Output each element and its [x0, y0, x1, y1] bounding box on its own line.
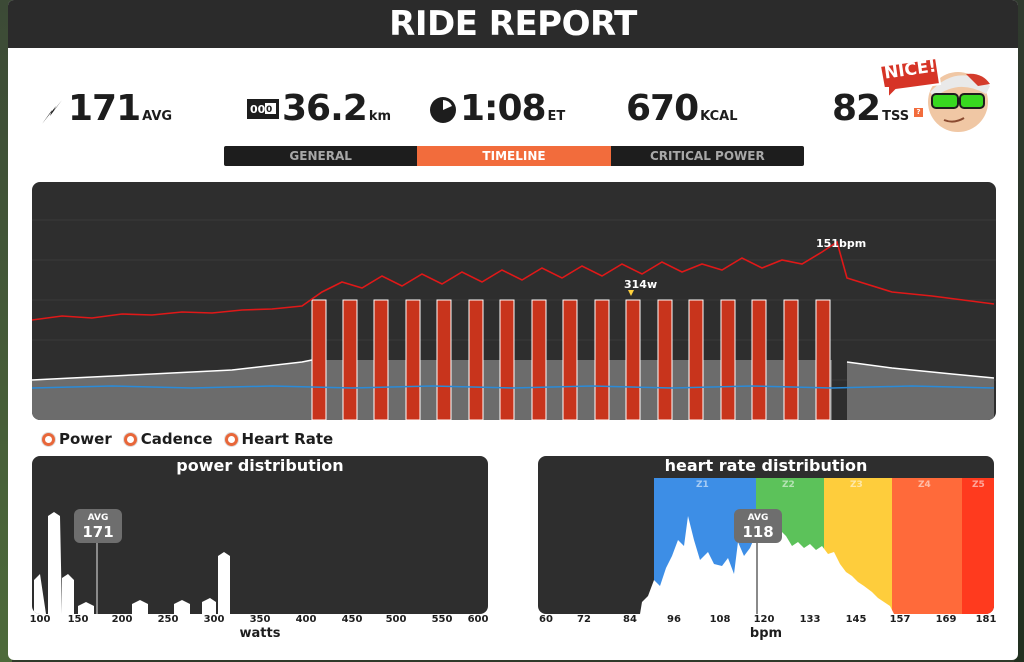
toggle-dot-icon [42, 432, 55, 446]
timeline-legend: Power Cadence Heart Rate [42, 430, 333, 448]
tss-info-icon[interactable]: ? [914, 108, 923, 117]
toggle-dot-icon [123, 432, 137, 446]
tick-label: 150 [67, 614, 89, 625]
svg-text:00: 00 [250, 103, 266, 116]
tick-label: 157 [889, 614, 911, 625]
tab-label: GENERAL [289, 149, 352, 163]
stat-unit: AVG [142, 109, 173, 124]
stat-value: 171 [68, 88, 141, 129]
tick-label: 120 [753, 614, 775, 625]
tick-label: 600 [467, 614, 489, 625]
tick-label: 133 [799, 614, 821, 625]
stat-elapsed-time: 1:08 ET [460, 88, 565, 129]
zone-label: Z1 [696, 480, 709, 490]
background-right [1014, 0, 1024, 662]
tick-label: 96 [667, 614, 681, 625]
timeline-chart[interactable]: 314w 151bpm [32, 182, 996, 420]
tab-general[interactable]: GENERAL [224, 146, 417, 166]
tick-label: 145 [845, 614, 867, 625]
zone-label: Z4 [918, 480, 931, 490]
avg-label: AVG [747, 513, 769, 523]
zone-z5 [962, 478, 994, 614]
tick-label: 200 [111, 614, 133, 625]
tick-label: 181 [975, 614, 997, 625]
tick-label: 350 [249, 614, 271, 625]
stat-value: 670 [626, 88, 699, 129]
zone-label: Z5 [972, 480, 985, 490]
power-bolt-icon [42, 100, 62, 124]
avg-label: AVG [87, 513, 109, 523]
stat-tss: 82 TSS [832, 88, 909, 129]
zone-label: Z2 [782, 480, 795, 490]
tick-label: 450 [341, 614, 363, 625]
tick-label: 108 [709, 614, 731, 625]
peak-heart-rate-label: 151bpm [816, 237, 867, 250]
page-title: RIDE REPORT [389, 4, 637, 44]
hr-avg-line [756, 530, 758, 614]
hr-avg-badge: AVG 118 [734, 509, 782, 543]
legend-label: Power [59, 430, 112, 448]
rider-avatar [878, 56, 990, 132]
power-base-area [32, 360, 312, 420]
legend-label: Heart Rate [241, 430, 334, 448]
legend-heart-rate[interactable]: Heart Rate [224, 430, 334, 448]
tab-label: CRITICAL POWER [649, 149, 765, 163]
tick-label: 84 [623, 614, 637, 625]
title-bar: RIDE REPORT [8, 0, 1018, 48]
stat-unit: km [368, 109, 392, 124]
stat-unit: TSS [882, 109, 910, 124]
chart-title: heart rate distribution [664, 456, 868, 475]
legend-cadence[interactable]: Cadence [123, 430, 213, 448]
tick-label: 300 [203, 614, 225, 625]
tick-label: 60 [539, 614, 553, 625]
toggle-dot-icon [224, 432, 238, 446]
stat-value: 36.2 [282, 88, 368, 129]
svg-text:0: 0 [266, 105, 272, 115]
zone-z4 [892, 478, 962, 614]
stat-distance: 36.2 km [282, 88, 391, 129]
power-avg-line [96, 530, 98, 614]
hr-x-axis-label: bpm [749, 626, 783, 641]
stat-value: 82 [832, 88, 881, 129]
power-distribution-bars [34, 512, 230, 614]
heart-rate-distribution-bars [640, 516, 894, 614]
tab-critical-power[interactable]: CRITICAL POWER [611, 146, 804, 166]
stat-value: 1:08 [460, 88, 547, 129]
avg-value: 118 [742, 523, 774, 541]
report-tabs: GENERAL TIMELINE CRITICAL POWER [224, 146, 804, 166]
chart-title: power distribution [176, 456, 344, 475]
legend-power[interactable]: Power [42, 430, 112, 448]
tick-label: 550 [431, 614, 453, 625]
clock-icon [430, 97, 456, 123]
cadence-line [32, 385, 995, 389]
stat-unit: KCAL [700, 109, 738, 124]
power-x-axis-label: watts [239, 626, 281, 641]
timeline-svg [32, 219, 996, 420]
stat-avg-power: 171 AVG [68, 88, 172, 129]
tick-label: 100 [29, 614, 51, 625]
power-interval-bars [311, 299, 831, 420]
heart-rate-line [32, 240, 995, 321]
tick-label: 250 [157, 614, 179, 625]
ride-report-panel: RIDE REPORT 171 AVG 00 0 36.2 km 1:08 ET… [8, 0, 1018, 660]
heart-rate-distribution-chart: Z1 Z2 Z3 Z4 Z5 heart rate distribution [538, 456, 994, 614]
tick-label: 169 [935, 614, 957, 625]
avg-value: 171 [82, 523, 114, 541]
zone-label: Z3 [850, 480, 863, 490]
stat-unit: ET [547, 109, 566, 124]
peak-power-marker [628, 290, 634, 296]
power-avg-badge: AVG 171 [74, 509, 122, 543]
stat-calories: 670 KCAL [626, 88, 738, 129]
peak-power-label: 314w [624, 278, 658, 291]
tab-timeline[interactable]: TIMELINE [417, 146, 611, 166]
tick-label: 72 [577, 614, 591, 625]
tab-label: TIMELINE [482, 149, 546, 163]
odometer-icon: 00 0 [247, 99, 279, 119]
tick-label: 400 [295, 614, 317, 625]
tick-label: 500 [385, 614, 407, 625]
legend-label: Cadence [140, 430, 213, 448]
